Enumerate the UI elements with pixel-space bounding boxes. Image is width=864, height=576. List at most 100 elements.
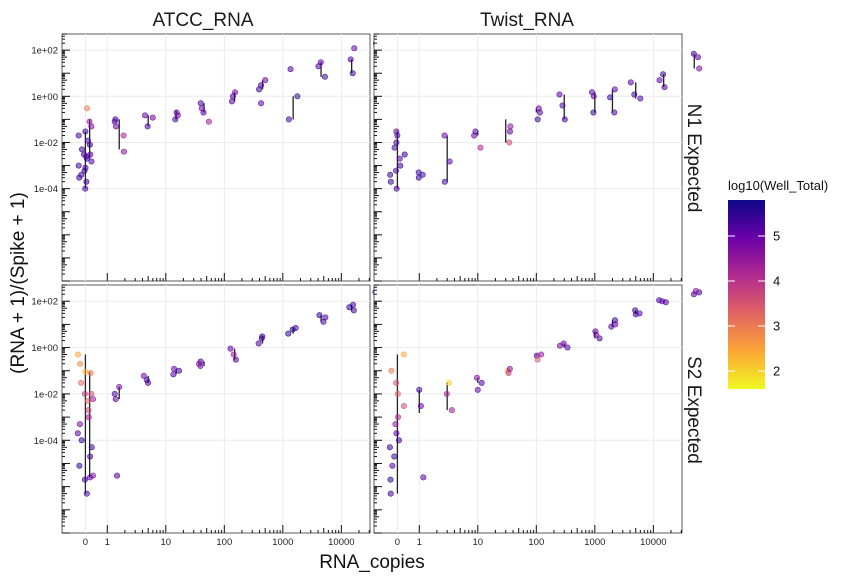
- data-point: [349, 70, 356, 77]
- data-point: [227, 345, 234, 352]
- data-point: [478, 379, 485, 386]
- legend-tick-label: 3: [773, 319, 780, 334]
- y-tick-label: 1e+00: [31, 343, 58, 354]
- data-point: [389, 462, 396, 469]
- data-point: [561, 116, 568, 123]
- y-tick-label: 1e-02: [34, 138, 58, 149]
- data-point: [446, 158, 453, 165]
- data-point: [387, 171, 394, 178]
- data-point: [559, 102, 566, 109]
- data-point: [142, 112, 149, 119]
- data-point: [81, 390, 88, 397]
- x-tick-label: 100: [216, 537, 232, 548]
- data-point: [394, 390, 401, 397]
- data-point: [75, 132, 82, 139]
- data-point: [112, 396, 119, 403]
- data-point: [205, 118, 212, 125]
- data-point: [197, 100, 204, 107]
- x-tick-label: 1: [417, 537, 422, 548]
- data-point: [607, 94, 614, 101]
- data-point: [538, 351, 545, 358]
- data-point: [289, 326, 296, 333]
- data-point: [76, 421, 83, 428]
- data-point: [351, 45, 358, 52]
- data-point: [393, 139, 400, 146]
- data-point: [556, 91, 563, 98]
- data-point: [82, 164, 89, 171]
- data-point: [144, 123, 151, 130]
- data-point: [116, 383, 123, 390]
- data-point: [82, 368, 89, 375]
- data-point: [386, 444, 393, 451]
- data-point: [171, 365, 178, 372]
- y-tick-label: 1e-04: [34, 184, 58, 195]
- data-point: [556, 342, 563, 349]
- data-point: [76, 462, 83, 469]
- data-point: [612, 321, 619, 328]
- data-point: [87, 151, 94, 158]
- data-point: [474, 386, 481, 393]
- x-tick-label: 10: [161, 537, 172, 548]
- data-point: [255, 340, 262, 347]
- data-point: [690, 50, 697, 57]
- data-point: [448, 407, 455, 414]
- data-point: [258, 82, 265, 89]
- data-point: [84, 105, 91, 112]
- panel-twist-rna-n1-expected: [373, 33, 703, 282]
- data-point: [397, 162, 404, 169]
- data-point: [506, 139, 513, 146]
- data-point: [84, 397, 91, 404]
- y-tick-label: 1e+00: [31, 92, 58, 103]
- data-point: [322, 314, 329, 321]
- data-point: [120, 132, 127, 139]
- data-point: [420, 474, 427, 481]
- data-point: [400, 403, 407, 410]
- x-tick-label: 0: [83, 537, 88, 548]
- data-point: [77, 360, 84, 367]
- data-point: [120, 148, 127, 155]
- y-tick-label: 1e+02: [31, 46, 58, 57]
- data-point: [75, 162, 82, 169]
- data-point: [393, 379, 400, 386]
- data-point: [75, 351, 82, 358]
- x-tick-label: 10000: [328, 537, 354, 548]
- x-tick-label: 10000: [640, 537, 666, 548]
- data-point: [400, 351, 407, 358]
- data-point: [441, 178, 448, 185]
- data-point: [534, 356, 541, 363]
- x-tick-label: 10: [473, 537, 484, 548]
- data-point: [659, 298, 666, 305]
- legend-colorbar: [728, 200, 765, 389]
- data-point: [140, 372, 147, 379]
- data-point: [417, 403, 424, 410]
- data-point: [627, 79, 634, 86]
- panel-background: [61, 33, 371, 282]
- data-point: [473, 374, 480, 381]
- data-point: [393, 430, 400, 437]
- data-point: [228, 98, 235, 105]
- data-point: [396, 437, 403, 444]
- data-point: [611, 109, 618, 116]
- data-point: [590, 109, 597, 116]
- data-point: [396, 155, 403, 162]
- data-point: [90, 396, 97, 403]
- x-tick-label: 1: [105, 537, 110, 548]
- data-point: [258, 335, 265, 342]
- data-point: [395, 414, 402, 421]
- panel-background: [373, 33, 683, 282]
- strip-label-row-1: N1 Expected: [683, 104, 704, 213]
- data-point: [82, 185, 89, 192]
- data-point: [200, 109, 207, 116]
- data-point: [393, 185, 400, 192]
- data-point: [472, 128, 479, 135]
- data-point: [387, 476, 394, 483]
- data-point: [230, 351, 237, 358]
- data-point: [285, 330, 292, 337]
- data-point: [85, 407, 92, 414]
- data-point: [88, 390, 95, 397]
- data-point: [83, 490, 90, 497]
- data-point: [441, 132, 448, 139]
- y-tick-label: 1e-02: [34, 389, 58, 400]
- strip-label-col-2: Twist_RNA: [480, 10, 574, 31]
- legend-title: log10(Well_Total): [728, 178, 828, 193]
